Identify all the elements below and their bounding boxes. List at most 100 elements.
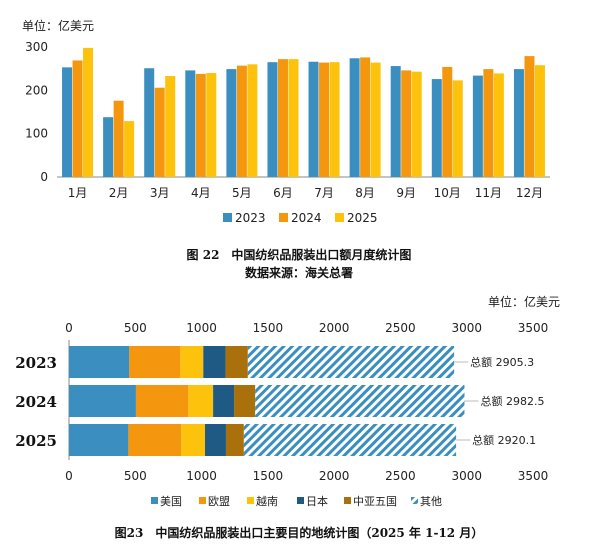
chart1-bar-2023 [431, 79, 442, 177]
chart1-unit-label: 单位：亿美元 [22, 18, 94, 33]
chart1-bar-2023 [390, 66, 401, 177]
chart1-bar-2025 [124, 121, 135, 177]
destination-export-chart: 单位：亿美元 0 0 500 500 1000 1000 1500 1500 2000 2000 25… [15, 294, 560, 508]
chart1-bar-2025 [534, 65, 545, 177]
chart2-total-label: 总额 2905.3 [470, 355, 534, 369]
chart1-x-tick-label: 2月 [109, 186, 129, 200]
chart2-segment-日本 [213, 385, 235, 417]
chart2-y-category-label: 2024 [15, 393, 57, 411]
chart2-segment-美国 [69, 346, 130, 378]
chart2-caption: 图23 中国纺织品服装出口主要目的地统计图（2025 年 1-12 月） [114, 526, 484, 540]
chart1-bar-2025 [206, 73, 217, 177]
chart2-legend-label: 其他 [420, 495, 442, 508]
chart1-bar-2023 [226, 69, 237, 177]
chart2-x-tick-label-bottom: 2000 [319, 469, 350, 483]
chart1-bar-2023 [62, 67, 73, 177]
chart1-bar-2024 [483, 69, 494, 177]
chart1-legend-swatch-2023 [223, 213, 232, 222]
chart1-bar-2025 [83, 47, 94, 177]
chart1-bar-2024 [195, 73, 206, 177]
chart1-bar-2025 [452, 80, 463, 177]
chart2-x-tick-label-top: 3500 [518, 321, 549, 335]
chart1-legend-swatch-2025 [335, 213, 344, 222]
chart2-x-tick-label-top: 500 [124, 321, 147, 335]
chart1-bar-2024 [442, 66, 453, 177]
chart2-x-tick-label-top: 3000 [451, 321, 482, 335]
chart2-x-tick-label-top: 2000 [319, 321, 350, 335]
chart1-bar-2023 [513, 69, 524, 177]
chart1-bar-2024 [236, 65, 247, 177]
chart2-x-tick-label-bottom: 1000 [186, 469, 217, 483]
chart1-bar-2023 [103, 117, 114, 177]
chart1-bar-2024 [401, 70, 412, 177]
chart1-legend-swatch-2024 [279, 213, 288, 222]
chart2-legend-swatch-美国 [151, 497, 158, 504]
chart1-bar-2025 [493, 73, 504, 177]
chart1-bar-2025 [411, 71, 422, 177]
chart2-total-label: 总额 2982.5 [480, 394, 544, 408]
chart1-x-tick-label: 11月 [475, 186, 502, 200]
chart2-x-tick-label-top: 2500 [385, 321, 416, 335]
chart2-x-tick-label-bottom: 1500 [253, 469, 284, 483]
chart2-legend-swatch-欧盟 [199, 497, 206, 504]
chart2-y-category-label: 2023 [15, 354, 57, 372]
chart1-x-tick-label: 9月 [396, 186, 416, 200]
chart1-y-tick-label: 100 [25, 127, 48, 141]
chart1-x-tick-label: 7月 [314, 186, 334, 200]
chart1-bar-2024 [154, 87, 165, 177]
chart1-bar-2025 [288, 59, 299, 178]
chart2-segment-其他 [247, 346, 455, 378]
chart2-segment-越南 [188, 385, 214, 417]
chart1-bar-2024 [360, 57, 371, 177]
chart2-segment-越南 [181, 424, 206, 456]
chart1-bar-2024 [277, 59, 288, 178]
chart2-legend-label: 中亚五国 [353, 495, 397, 508]
chart2-x-tick-label-top: 1500 [253, 321, 284, 335]
chart1-x-tick-label: 1月 [68, 186, 88, 200]
chart1-bar-2025 [370, 62, 381, 177]
chart1-source: 数据来源：海关总署 [244, 266, 353, 280]
chart1-bar-2023 [349, 58, 360, 178]
chart2-segment-美国 [69, 385, 136, 417]
monthly-export-chart: 单位：亿美元 0 100 200 300 1月 2月 3月 4月 5月 6月 7月 8月 9月 10月 11月… [22, 18, 550, 225]
chart1-x-tick-label: 5月 [232, 186, 252, 200]
chart2-segment-日本 [205, 424, 226, 456]
chart2-segment-美国 [69, 424, 129, 456]
chart2-segment-日本 [203, 346, 226, 378]
chart1-bar-2025 [329, 62, 340, 177]
chart2-legend-label: 美国 [160, 495, 182, 508]
chart1-bar-2025 [247, 64, 258, 177]
chart2-segment-中亚五国 [234, 385, 256, 417]
chart1-bar-2023 [185, 70, 196, 177]
chart2-legend-swatch-其他 [411, 497, 418, 504]
chart2-legend-label: 日本 [306, 494, 328, 508]
chart2-segment-欧盟 [135, 385, 189, 417]
chart2-legend-swatch-中亚五国 [344, 497, 351, 504]
chart1-x-tick-label: 12月 [516, 186, 543, 200]
chart1-x-tick-label: 3月 [150, 186, 170, 200]
chart1-legend-label: 2023 [235, 211, 266, 225]
chart1-bar-2024 [319, 62, 330, 177]
chart1-legend-label: 2025 [347, 211, 378, 225]
chart1-bar-2024 [524, 56, 535, 177]
chart1-bar-2023 [472, 75, 483, 177]
chart2-segment-其他 [255, 385, 465, 417]
chart1-x-tick-label: 4月 [191, 186, 211, 200]
chart2-x-tick-label-bottom: 3500 [518, 469, 549, 483]
chart2-legend-label: 越南 [256, 494, 278, 508]
chart2-segment-欧盟 [129, 346, 181, 378]
chart2-x-tick-label-top: 0 [65, 321, 73, 335]
chart2-y-category-label: 2025 [15, 432, 57, 450]
chart1-x-tick-label: 6月 [273, 186, 293, 200]
chart1-bar-2023 [308, 61, 319, 177]
chart1-y-tick-label: 0 [40, 170, 48, 184]
chart1-y-tick-label: 200 [25, 83, 48, 97]
chart2-legend-swatch-越南 [247, 497, 254, 504]
chart1-bar-2023 [267, 62, 278, 177]
chart1-legend-label: 2024 [291, 211, 322, 225]
chart2-x-tick-label-top: 1000 [186, 321, 217, 335]
chart2-legend-swatch-日本 [297, 497, 304, 504]
chart2-segment-中亚五国 [225, 346, 248, 378]
chart2-segment-其他 [243, 424, 457, 456]
